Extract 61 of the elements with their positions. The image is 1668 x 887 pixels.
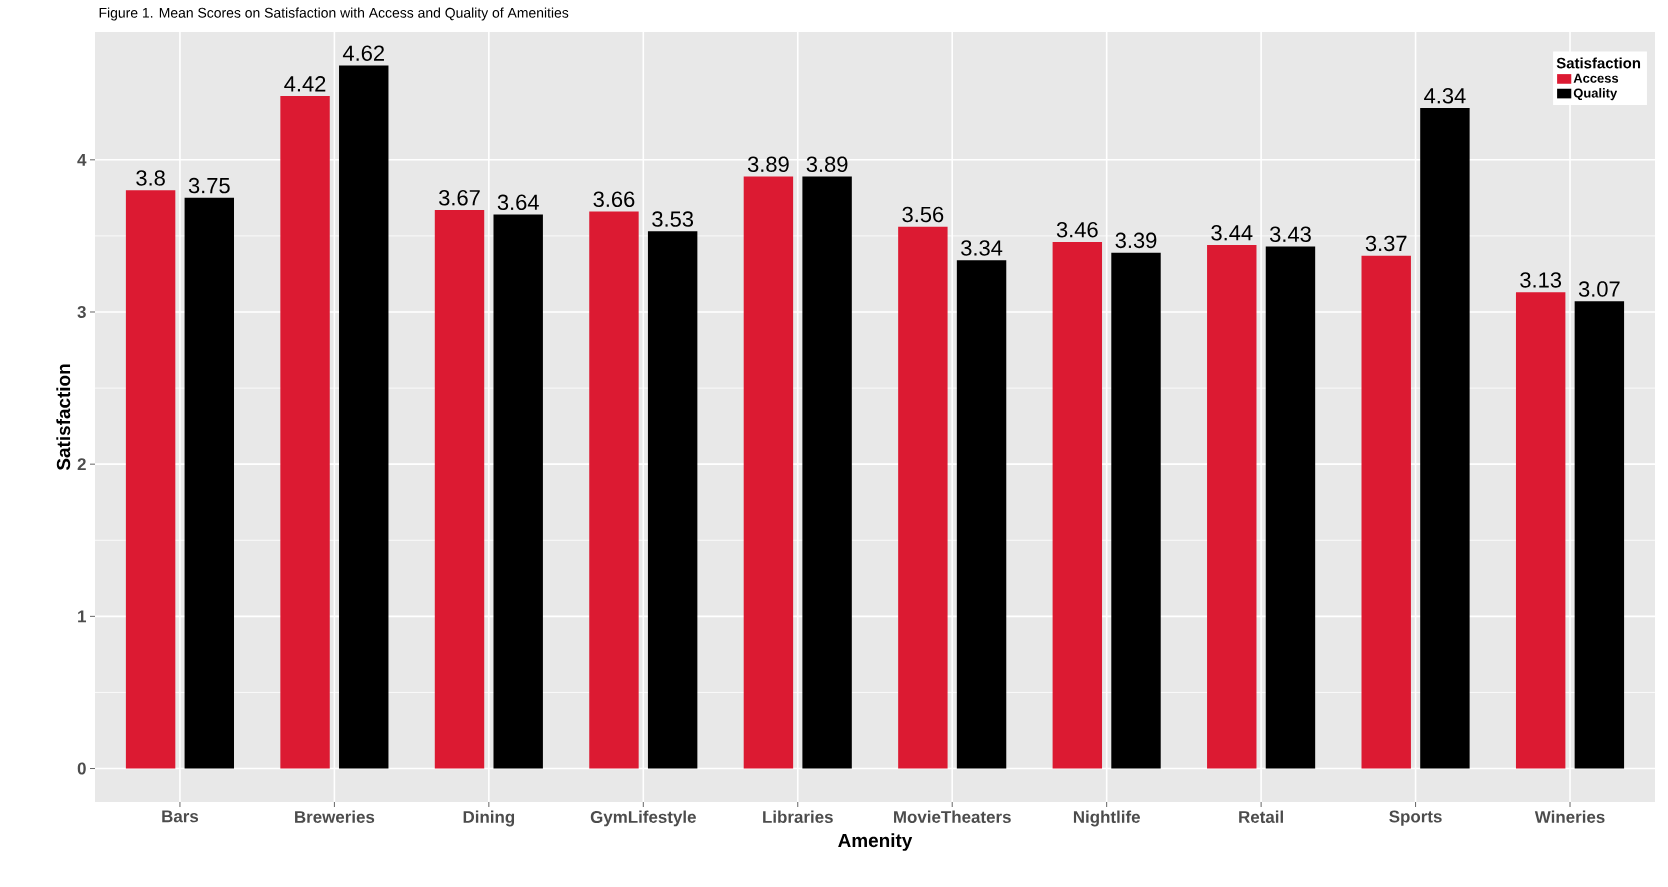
bar [898, 226, 948, 769]
bar [1207, 245, 1257, 769]
data-label: 3.34 [961, 240, 1003, 256]
x-tick-label: Bars [162, 810, 199, 823]
x-tick-label: Sports [1389, 810, 1442, 826]
bar [125, 190, 176, 769]
x-tick-label: Retail [1239, 810, 1283, 823]
data-label: 3.89 [747, 156, 789, 173]
bar [1111, 252, 1161, 769]
legend-label: Access [1573, 73, 1619, 83]
x-tick-label: GymLifestyle [590, 810, 696, 827]
bar [1361, 255, 1411, 769]
y-tick-label: 3 [77, 305, 86, 318]
data-label: 4.34 [1424, 88, 1466, 104]
legend-title: Satisfaction [1556, 57, 1641, 69]
data-label: 3.44 [1211, 224, 1253, 241]
x-tick-label: Dining [463, 810, 515, 827]
bar [1515, 292, 1566, 769]
legend-label: Quality [1573, 88, 1618, 101]
data-label: 3.07 [1578, 281, 1620, 297]
bar [493, 214, 543, 769]
data-label: 3.64 [497, 194, 539, 211]
x-tick-label: MovieTheaters [894, 810, 1011, 823]
bar [434, 210, 485, 769]
bar [743, 176, 794, 769]
data-label: 3.53 [652, 211, 694, 227]
bar [589, 211, 639, 769]
data-label: 3.67 [439, 189, 480, 206]
bar [184, 197, 235, 769]
x-axis-title: Amenity [838, 833, 913, 851]
data-label: 3.39 [1115, 232, 1157, 249]
bar [1574, 301, 1625, 769]
y-tick-label: 2 [77, 458, 86, 471]
y-axis-title: Satisfaction [56, 364, 71, 471]
y-tick-label: 1 [78, 610, 87, 623]
x-tick-label: Breweries [295, 810, 375, 823]
data-label: 4.62 [342, 45, 384, 61]
bar [1052, 241, 1103, 769]
data-label: 3.75 [188, 177, 230, 194]
bar [1265, 246, 1316, 769]
data-label: 3.66 [593, 191, 635, 208]
chart-title: Figure 1. Mean Scores on Satisfaction with Access and Quality of Amenities [99, 7, 569, 21]
data-label: 4.42 [284, 76, 326, 92]
bar [280, 95, 330, 769]
bar [1420, 108, 1470, 769]
bar [647, 231, 698, 769]
bar [956, 260, 1007, 769]
x-tick-label: Wineries [1534, 810, 1605, 823]
data-label: 3.13 [1520, 272, 1562, 288]
data-label: 3.43 [1269, 226, 1311, 243]
data-label: 3.56 [902, 206, 944, 223]
data-label: 3.37 [1365, 235, 1407, 252]
bar [802, 176, 852, 769]
bar [339, 65, 389, 769]
data-label: 3.89 [806, 156, 848, 173]
x-tick-label: Nightlife [1073, 810, 1140, 827]
x-tick-label: Libraries [763, 810, 833, 823]
y-tick-label: 0 [77, 762, 86, 775]
data-label: 3.46 [1056, 221, 1098, 238]
data-label: 3.8 [136, 170, 165, 186]
y-tick-label: 4 [77, 153, 87, 166]
